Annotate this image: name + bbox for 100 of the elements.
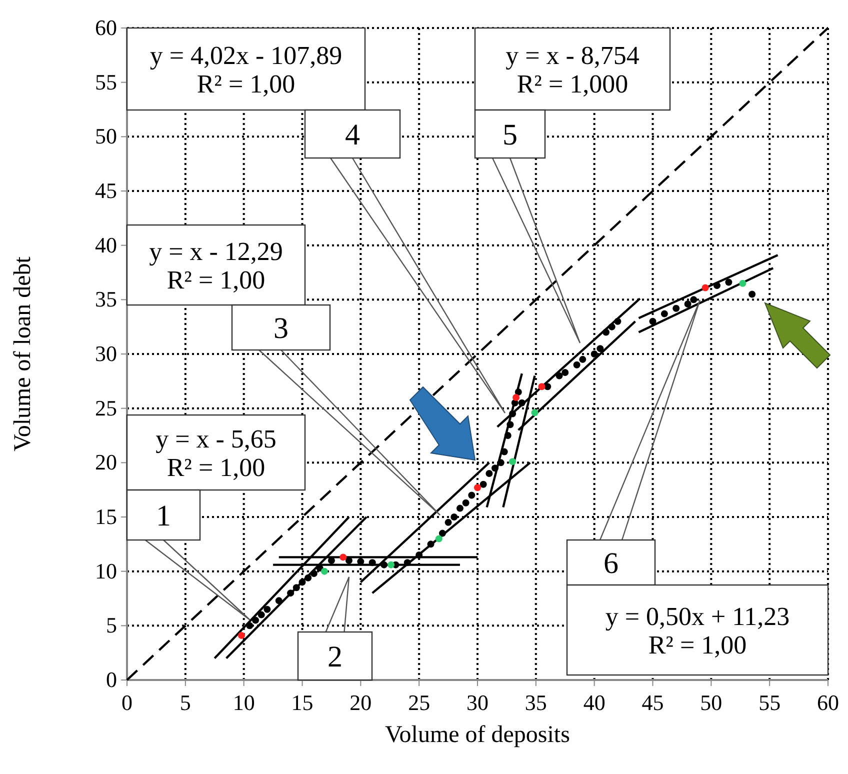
y-tick-label: 45: [95, 178, 117, 203]
y-tick-label: 20: [95, 450, 117, 475]
x-tick-label: 55: [758, 690, 781, 715]
point: [388, 561, 395, 568]
y-tick-label: 60: [95, 15, 117, 40]
point: [404, 559, 411, 566]
point: [573, 361, 580, 368]
x-tick-label: 20: [350, 690, 372, 715]
x-tick-label: 45: [642, 690, 664, 715]
annotation: 4: [345, 118, 360, 152]
point: [292, 584, 300, 592]
point: [492, 464, 499, 472]
y-tick-label: 30: [95, 341, 117, 366]
point: [702, 284, 709, 292]
point: [748, 290, 756, 298]
point: [739, 280, 746, 287]
point: [579, 356, 586, 363]
point: [368, 559, 376, 566]
point: [438, 530, 446, 537]
x-tick-label: 0: [122, 690, 132, 715]
point: [504, 432, 512, 439]
point: [684, 300, 692, 308]
point: [450, 514, 458, 520]
annotation: 3: [274, 312, 288, 345]
point: [690, 296, 698, 304]
y-axis-title: Volume of loan debt: [10, 256, 36, 452]
x-tick-label: 15: [291, 690, 314, 715]
point: [512, 394, 520, 401]
y-tick-label: 15: [95, 504, 117, 529]
annotation: y = 4,02x - 107,89 R² = 1,00: [150, 40, 342, 98]
point: [497, 459, 504, 466]
annotation: y = 0,50x + 11,23 R² = 1,00: [605, 602, 790, 660]
y-tick-label: 35: [95, 286, 117, 312]
y-tick-label: 0: [106, 667, 117, 692]
point: [714, 282, 721, 290]
y-tick-label: 10: [95, 558, 117, 584]
point: [509, 458, 516, 466]
point: [298, 578, 306, 586]
point: [660, 310, 668, 318]
point: [320, 568, 328, 575]
x-tick-label: 60: [817, 690, 839, 715]
y-tick-label: 50: [95, 124, 117, 149]
point: [649, 318, 656, 325]
point: [596, 345, 604, 352]
point: [264, 606, 271, 613]
point: [444, 518, 452, 526]
point: [310, 570, 318, 578]
point: [518, 399, 526, 406]
point: [480, 480, 487, 488]
point: [486, 470, 493, 478]
point: [427, 540, 434, 548]
annotation: 6: [604, 547, 618, 580]
point: [531, 409, 538, 416]
point: [538, 383, 546, 390]
x-tick-label: 5: [180, 690, 191, 715]
x-tick-label: 25: [408, 690, 430, 715]
point: [258, 611, 265, 618]
point: [590, 350, 598, 358]
point: [506, 421, 514, 428]
annotation: 5: [502, 118, 518, 152]
point: [246, 622, 254, 630]
x-tick-label: 40: [583, 690, 606, 715]
y-tick-label: 5: [106, 612, 117, 638]
point: [304, 574, 312, 582]
x-tick-label: 50: [700, 690, 722, 715]
point: [275, 597, 282, 604]
point: [544, 383, 552, 390]
point: [468, 492, 476, 499]
annotation: 1: [156, 500, 171, 532]
y-tick-label: 40: [95, 232, 117, 258]
point: [725, 278, 732, 286]
point: [672, 304, 680, 312]
x-tick-label: 35: [524, 690, 547, 715]
point: [562, 368, 569, 376]
x-axis-title: Volume of deposits: [385, 722, 570, 748]
point: [556, 372, 563, 380]
y-tick-label: 25: [95, 395, 117, 420]
point: [602, 328, 610, 336]
annotation: y = x - 5,65 R² = 1,00: [156, 424, 276, 482]
x-tick-label: 10: [232, 690, 255, 715]
point: [380, 561, 388, 568]
point: [500, 448, 508, 456]
x-tick-label: 30: [466, 690, 488, 715]
point: [238, 632, 245, 639]
point: [287, 590, 294, 597]
point: [608, 323, 616, 330]
point: [456, 504, 464, 512]
point: [509, 410, 516, 418]
annotation: 2: [328, 640, 342, 674]
point: [340, 554, 347, 561]
annotation: y = x - 8,754 R² = 1,000: [506, 40, 640, 98]
point: [435, 535, 442, 542]
point: [416, 552, 423, 559]
y-tick-label: 55: [95, 69, 117, 94]
annotation: y = x - 12,29 R² = 1,00: [149, 236, 283, 294]
point: [474, 484, 481, 492]
point: [614, 318, 622, 325]
point: [462, 499, 470, 506]
point: [514, 388, 522, 396]
point: [252, 616, 260, 624]
